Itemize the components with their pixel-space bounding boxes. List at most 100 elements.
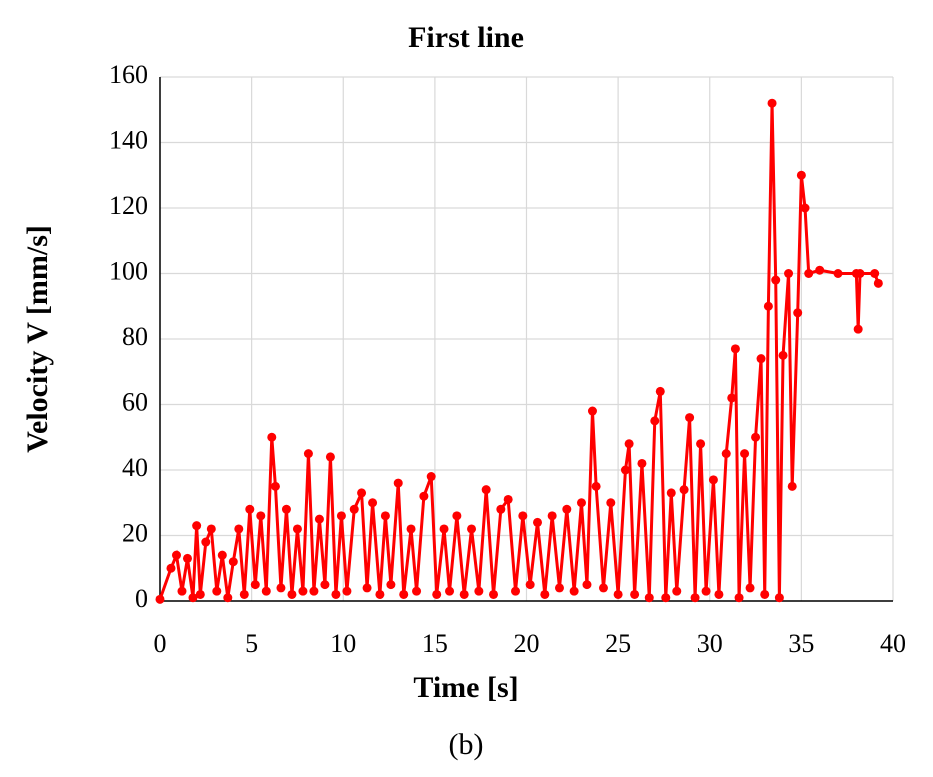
data-point [655, 386, 665, 396]
data-point [325, 452, 335, 462]
data-point [228, 557, 238, 567]
y-tick-label: 100 [109, 256, 148, 285]
data-point [380, 511, 390, 521]
x-tick-label: 30 [697, 629, 723, 658]
data-point [276, 583, 286, 593]
data-point [206, 524, 216, 534]
data-point [685, 413, 695, 423]
data-point [778, 350, 788, 360]
data-point [613, 589, 623, 599]
data-point [796, 170, 806, 180]
data-point [489, 589, 499, 599]
data-point [250, 580, 260, 590]
data-point [679, 485, 689, 495]
y-tick-label: 160 [109, 60, 148, 89]
data-point [730, 344, 740, 354]
data-point [745, 583, 755, 593]
data-point [375, 589, 385, 599]
data-point [217, 550, 227, 560]
data-point [474, 586, 484, 596]
x-tick-label: 25 [605, 629, 631, 658]
data-point [701, 586, 711, 596]
data-point [661, 593, 671, 603]
data-point [342, 586, 352, 596]
data-point [554, 583, 564, 593]
data-point [624, 439, 634, 449]
data-point [587, 406, 597, 416]
data-point [399, 589, 409, 599]
data-point [767, 98, 777, 108]
data-point [331, 589, 341, 599]
data-point [569, 586, 579, 596]
data-point [281, 504, 291, 514]
y-tick-label: 20 [122, 518, 148, 547]
data-point [412, 586, 422, 596]
data-point [303, 449, 313, 459]
data-point [223, 593, 233, 603]
caption: (b) [449, 728, 484, 761]
data-point [598, 583, 608, 593]
y-tick-label: 120 [109, 191, 148, 220]
data-point [445, 586, 455, 596]
data-point [239, 589, 249, 599]
data-point [760, 589, 770, 599]
data-point [740, 449, 750, 459]
x-tick-label: 35 [788, 629, 814, 658]
y-tick-label: 80 [122, 322, 148, 351]
data-point [261, 586, 271, 596]
data-point [787, 481, 797, 491]
data-point [439, 524, 449, 534]
data-point [309, 586, 319, 596]
data-point [591, 481, 601, 491]
data-point [525, 580, 535, 590]
data-point [503, 494, 513, 504]
data-point [793, 308, 803, 318]
data-point [804, 269, 814, 278]
data-point [690, 593, 700, 603]
data-point [166, 563, 176, 573]
data-point [582, 580, 592, 590]
data-point [406, 524, 416, 534]
data-point [870, 269, 880, 278]
data-point [644, 593, 654, 603]
data-point [320, 580, 330, 590]
y-axis-label: Velocity V [mm/s] [21, 225, 54, 453]
data-point [606, 498, 616, 508]
data-point [532, 517, 542, 527]
data-point [833, 269, 843, 278]
y-tick-label: 140 [109, 125, 148, 154]
data-point [267, 432, 277, 442]
x-tick-label: 15 [422, 629, 448, 658]
data-point [708, 475, 718, 485]
x-tick-label: 10 [330, 629, 356, 658]
data-point [155, 594, 165, 604]
data-point [386, 580, 396, 590]
data-point [696, 439, 706, 449]
data-point [771, 275, 781, 285]
data-point [784, 269, 794, 278]
data-point [630, 589, 640, 599]
data-point [298, 586, 308, 596]
x-tick-label: 20 [514, 629, 540, 658]
data-point [734, 593, 744, 603]
x-axis-label: Time [s] [413, 671, 518, 704]
data-point [540, 589, 550, 599]
data-point [201, 537, 211, 547]
data-point [756, 354, 766, 364]
data-point [496, 504, 506, 514]
data-point [562, 504, 572, 514]
data-point [763, 301, 773, 311]
data-point [576, 498, 586, 508]
x-tick-label: 0 [154, 629, 167, 658]
data-point [518, 511, 528, 521]
data-point [800, 203, 810, 213]
chart-title: First line [408, 21, 524, 54]
data-point [393, 478, 403, 488]
data-point [467, 524, 477, 534]
data-point [721, 449, 731, 459]
data-point [192, 521, 202, 531]
data-line [158, 103, 880, 600]
x-tick-label: 5 [245, 629, 258, 658]
data-point [672, 586, 682, 596]
